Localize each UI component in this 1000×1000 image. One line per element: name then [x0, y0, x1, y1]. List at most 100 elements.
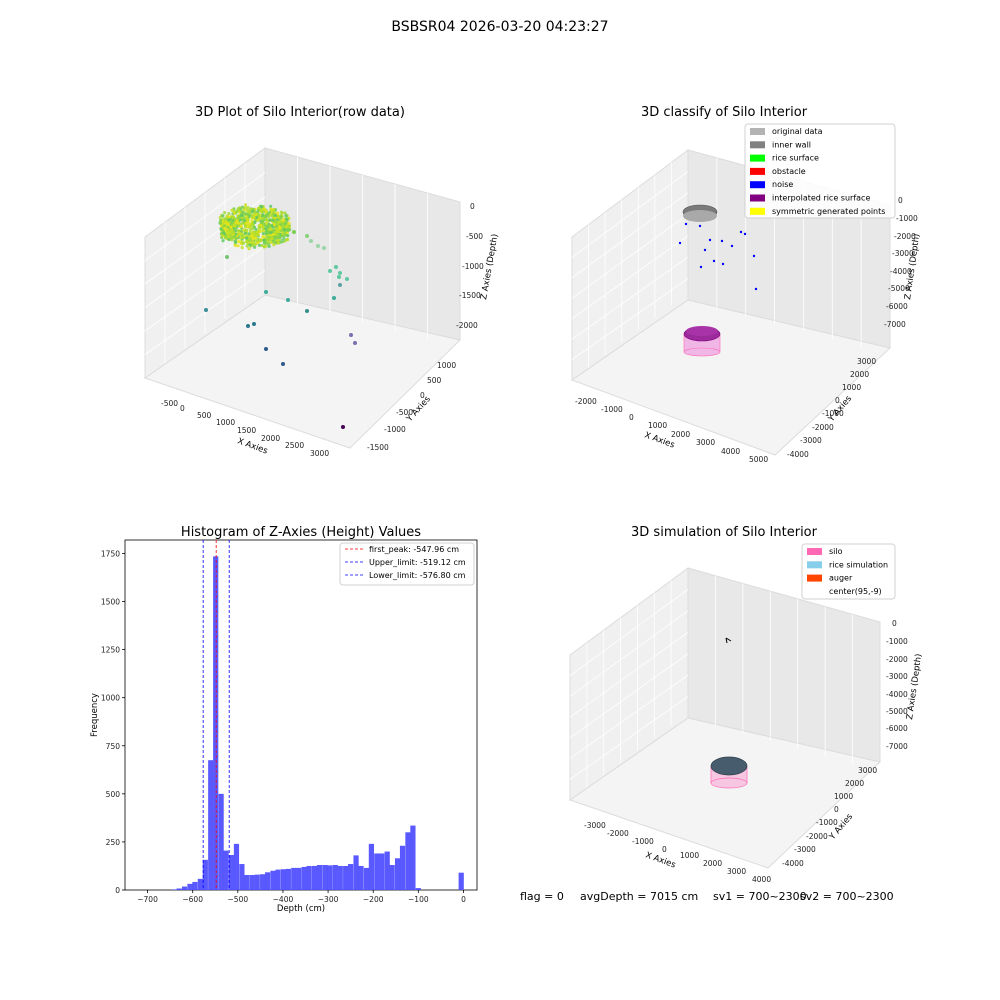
legend-label: obstacle: [772, 167, 806, 176]
raw-point: [256, 241, 260, 245]
raw-point: [218, 221, 223, 225]
raw-point: [286, 298, 290, 302]
legend-label: noise: [772, 180, 793, 189]
gridline: [571, 278, 689, 360]
raw-point: [227, 212, 231, 216]
gridline: [569, 696, 689, 780]
figure-suptitle: BSBSR04 2026-03-20 04:23:27: [391, 19, 608, 35]
histogram-bar: [348, 864, 354, 890]
classify-xtick: 5000: [749, 455, 768, 464]
raw-point: [258, 216, 262, 220]
histogram-xlabel: Depth (cm): [277, 904, 325, 914]
raw-point: [246, 206, 250, 210]
flag-text: flag = 0: [520, 890, 564, 903]
gridline: [571, 256, 689, 340]
classify-xtick: 2000: [671, 430, 690, 439]
raw-point: [273, 235, 277, 239]
raw-point: [236, 244, 240, 248]
legend-label: Upper_limit: -519.12 cm: [369, 558, 466, 567]
panel-classify: 3D classify of Silo Interior -2000 -1000…: [570, 105, 922, 464]
simulation-gridlines: [569, 575, 853, 788]
raw-point: [239, 224, 243, 228]
raw-point: [276, 211, 280, 215]
raw-point: [270, 214, 274, 218]
sim-ztick: -1000: [886, 637, 908, 646]
classified-point: [730, 244, 734, 248]
histogram-ytick: 1250: [101, 646, 120, 655]
raw-point: [220, 235, 224, 240]
histogram-bar: [374, 853, 380, 890]
classify-ytick: -3000: [800, 436, 822, 445]
sim-xtick: -2000: [607, 829, 629, 838]
classify-legend: original data inner wall rice surface obsta…: [744, 123, 896, 219]
histogram-bar: [389, 865, 395, 890]
classified-point: [754, 287, 758, 291]
histogram-bar: [306, 865, 312, 890]
classify-ztick: 0: [898, 196, 903, 205]
raw-point: [286, 234, 290, 238]
raw-point: [221, 217, 225, 221]
raw-point: [243, 203, 248, 207]
raw-point: [232, 224, 236, 228]
classify-ztick: -6000: [886, 302, 908, 311]
raw-point: [268, 218, 272, 222]
raw-point: [242, 217, 246, 221]
raw-ytick: 500: [427, 376, 442, 385]
classify-ztick: -3000: [892, 249, 914, 258]
raw-point: [283, 211, 287, 215]
histogram-bar: [327, 865, 333, 890]
raw-point: [257, 243, 261, 247]
histogram-bar: [368, 843, 374, 890]
raw-point: [230, 231, 234, 235]
sim-xtick: -3000: [584, 821, 606, 830]
sim-ytick: -4000: [782, 859, 804, 868]
raw-point: [244, 240, 249, 244]
histogram-bar: [405, 832, 411, 890]
classified-point: [699, 265, 703, 269]
raw-point: [328, 269, 332, 273]
classify-z-ticks: 0 -1000 -2000 -3000 -4000 -5000 -6000 -7…: [884, 196, 918, 329]
classify-ytick: -1000: [822, 409, 844, 418]
raw-point: [276, 238, 280, 242]
raw-ztick: -500: [466, 232, 483, 241]
sim-ytick: 3000: [858, 766, 877, 775]
raw-point: [338, 283, 342, 287]
histogram-bar: [254, 874, 260, 890]
histogram-bar: [270, 870, 276, 890]
raw-ytick: -1500: [367, 443, 389, 452]
raw-point: [244, 236, 249, 240]
histogram-bar: [415, 888, 421, 890]
raw-point: [322, 246, 326, 250]
raw-point: [282, 234, 286, 238]
raw-point: [265, 218, 269, 222]
histogram-bar: [187, 883, 193, 890]
histogram-bar: [353, 855, 359, 890]
raw-point: [269, 204, 273, 208]
raw-point: [247, 247, 251, 251]
histogram-bar: [322, 865, 328, 890]
raw-ztick: -2000: [456, 321, 478, 330]
sim-xtick: 0: [662, 845, 667, 854]
raw-point: [264, 347, 268, 351]
histogram-bar: [384, 851, 390, 890]
classify-xtick: -2000: [575, 397, 597, 406]
raw-point: [257, 206, 261, 210]
classify-x-ticks: -2000 -1000 0 1000 2000 3000 4000 5000: [575, 397, 768, 464]
legend-swatch: [807, 561, 822, 569]
raw-ytick: -500: [396, 408, 413, 417]
raw-point: [248, 229, 252, 233]
avg-depth-text: avgDepth = 7015 cm: [580, 890, 698, 903]
sim-xtick: 2000: [703, 859, 722, 868]
raw-point: [353, 341, 357, 345]
raw-point: [248, 211, 252, 215]
classify-xtick: 3000: [696, 438, 715, 447]
histogram-bar: [358, 865, 364, 890]
histogram-bar: [363, 867, 370, 890]
raw-point: [224, 221, 228, 225]
raw-point: [251, 243, 255, 247]
raw-point: [273, 220, 277, 224]
histogram-bar: [181, 886, 188, 890]
raw-point: [226, 228, 230, 232]
histogram-ytick: 500: [106, 790, 121, 799]
histogram-bar: [311, 865, 318, 890]
